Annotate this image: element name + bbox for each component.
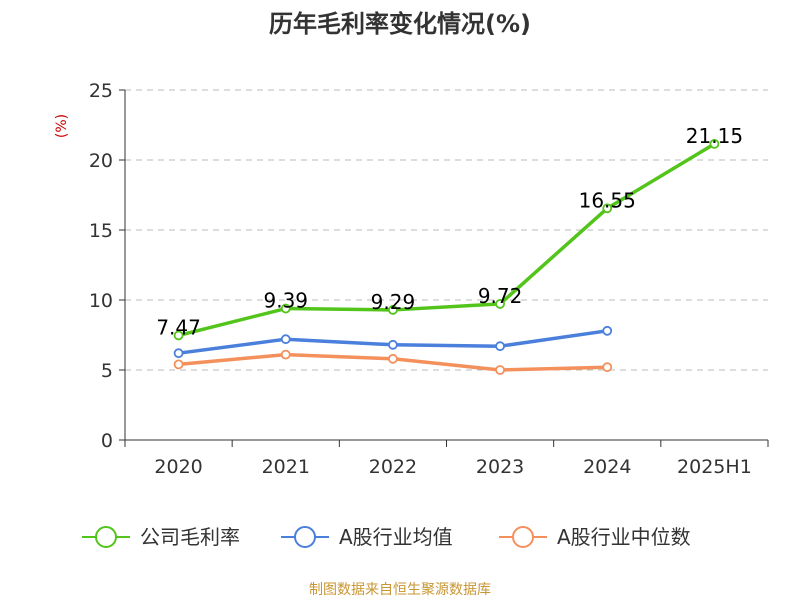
source-note: 制图数据来自恒生聚源数据库 [309, 582, 491, 598]
data-label: 9.72 [478, 284, 523, 308]
x-tick-label: 2022 [369, 456, 417, 478]
y-tick-label: 25 [89, 80, 113, 102]
data-point [280, 334, 291, 345]
data-point [602, 362, 613, 373]
y-tick-label: 10 [89, 290, 113, 312]
x-tick-label: 2024 [583, 456, 631, 478]
data-point [602, 203, 613, 214]
y-tick-label: 5 [101, 360, 113, 382]
legend-swatch-circle [95, 526, 117, 548]
data-point [495, 365, 505, 375]
axes: 0 5 10 15 20 25 2020 2021 2022 2023 2024 2025H1 [89, 80, 769, 478]
y-axis-unit-label: (%) [54, 114, 70, 138]
x-tick-label: 2023 [476, 456, 524, 478]
data-point [709, 138, 720, 149]
data-point [495, 341, 505, 352]
legend-item-2[interactable]: A股行业均值 [281, 525, 453, 549]
legend-label: A股行业均值 [339, 525, 453, 549]
data-label: 7.47 [156, 315, 201, 339]
y-tick-label: 20 [89, 150, 113, 172]
series-2 [173, 325, 613, 359]
data-point [173, 330, 184, 341]
data-label: 21.15 [686, 124, 743, 148]
chart-title: 历年毛利率变化情况(%) [269, 10, 531, 38]
legend-label: A股行业中位数 [557, 525, 691, 549]
series-3 [173, 349, 613, 375]
data-point [280, 349, 291, 360]
data-point [602, 325, 613, 336]
legend-item-3[interactable]: A股行业中位数 [499, 525, 691, 549]
legend-label: 公司毛利率 [140, 525, 240, 549]
series-line [176, 142, 717, 338]
y-tick-label: 15 [89, 220, 113, 242]
data-point [388, 305, 398, 315]
data-label: 16.55 [579, 188, 636, 212]
data-label: 9.29 [371, 290, 416, 314]
x-tick-label: 2020 [154, 456, 202, 478]
data-label: 9.39 [263, 289, 308, 313]
data-point [280, 303, 291, 314]
legend-item-1[interactable]: 公司毛利率 [82, 525, 240, 549]
data-point [173, 359, 184, 370]
x-tick-label: 2021 [262, 456, 310, 478]
legend-swatch-circle [512, 526, 534, 548]
x-tick-label: 2025H1 [677, 456, 752, 478]
series-lines [173, 138, 720, 375]
data-point [388, 353, 398, 364]
y-tick-label: 0 [101, 430, 113, 452]
legend: 公司毛利率 A股行业均值 A股行业中位数 [82, 525, 691, 549]
data-point [495, 299, 505, 309]
data-point [173, 348, 184, 359]
data-point [388, 339, 398, 350]
legend-swatch-circle [294, 526, 316, 548]
data-labels: 7.47 9.39 9.29 9.72 16.55 21.15 [156, 124, 743, 340]
series-1 [173, 138, 720, 341]
grid-lines [125, 89, 768, 371]
